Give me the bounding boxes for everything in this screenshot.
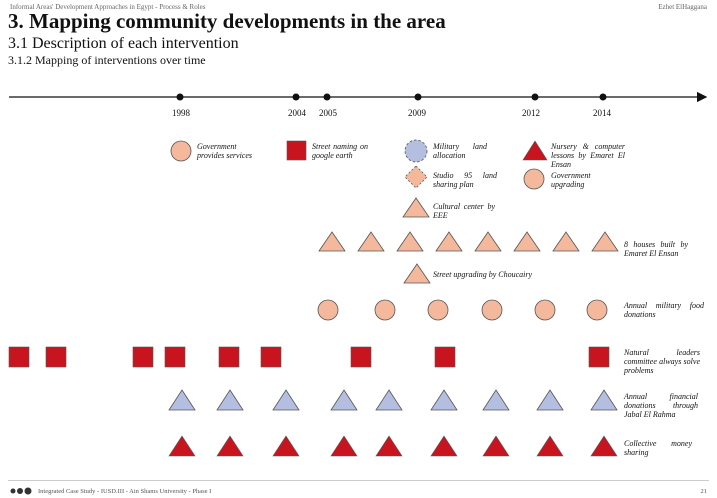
section-subtitle: 3.1 Description of each intervention: [8, 35, 239, 52]
year-label-2009: 2009: [408, 108, 426, 118]
leaders-square: [588, 346, 610, 368]
row-houses: [318, 231, 619, 252]
money-sharing-triangle: [330, 435, 358, 457]
leaders-square: [8, 346, 30, 368]
legend-street-naming-square: [286, 140, 307, 161]
year-dot-2009: [414, 93, 422, 101]
financial-triangle: [272, 389, 300, 411]
leaders-square: [132, 346, 154, 368]
money-sharing-triangle: [536, 435, 564, 457]
legend-studio95-diamond: [404, 165, 428, 189]
year-label-2004: 2004: [288, 108, 306, 118]
header-area-name: Ezhet ElHaggana: [658, 3, 707, 11]
legend-nursery-triangle: [522, 140, 548, 161]
legend-street-naming-label: Street naming on google earth: [312, 142, 368, 160]
footer-logo-dot: [10, 488, 16, 494]
food-donation-circle: [481, 299, 503, 321]
header-document-title: Informal Areas' Development Approaches i…: [10, 3, 206, 11]
leaders-square: [260, 346, 282, 368]
money-sharing-triangle: [216, 435, 244, 457]
financial-triangle: [430, 389, 458, 411]
year-label-2005: 2005: [319, 108, 337, 118]
footer-logo-dot: [24, 487, 32, 495]
year-dot-2004: [292, 93, 300, 101]
row-houses-label: 8 houses built by Emaret El Ensan: [624, 240, 688, 258]
page-title: 3. Mapping community developments in the…: [8, 9, 446, 33]
financial-triangle: [375, 389, 403, 411]
street-upgrading-triangle: [403, 263, 431, 284]
page-number: 21: [700, 488, 708, 495]
legend-gov-services-circle: [170, 140, 192, 162]
leaders-square: [45, 346, 67, 368]
legend-gov-upgrading-circle: [523, 168, 545, 190]
footer-divider: [8, 480, 709, 481]
year-dot-2005: [323, 93, 331, 101]
financial-triangle: [168, 389, 196, 411]
leaders-square: [218, 346, 240, 368]
houses-triangle: [435, 231, 463, 252]
food-donation-circle: [427, 299, 449, 321]
legend-gov-services-label: Government provides services: [197, 142, 253, 160]
row-military-food-label: Annual military food donations: [624, 301, 704, 319]
year-label-2014: 2014: [593, 108, 611, 118]
row-military-food: [317, 299, 608, 321]
food-donation-circle: [374, 299, 396, 321]
houses-triangle: [552, 231, 580, 252]
year-dot-2012: [531, 93, 539, 101]
houses-triangle: [591, 231, 619, 252]
year-label-2012: 2012: [522, 108, 540, 118]
year-dot-1998: [176, 93, 184, 101]
year-label-1998: 1998: [172, 108, 190, 118]
subsection-title: 3.1.2 Mapping of interventions over time: [8, 53, 206, 67]
legend-military-allocation-circle: [404, 139, 428, 163]
food-donation-circle: [317, 299, 339, 321]
money-sharing-triangle: [590, 435, 618, 457]
leaders-square: [164, 346, 186, 368]
leaders-square: [350, 346, 372, 368]
row-street-upgrading-label: Street upgrading by Choucairy: [433, 270, 533, 279]
footer-text: Integrated Case Study - IUSD.III - Ain S…: [38, 488, 212, 495]
money-sharing-triangle: [272, 435, 300, 457]
financial-triangle: [536, 389, 564, 411]
row-financial-donations: [168, 389, 618, 411]
legend-nursery-label: Nursery & computer lessons by Emaret El …: [551, 142, 625, 169]
legend-cultural-label: Cultural center by EEE: [433, 202, 495, 220]
houses-triangle: [357, 231, 385, 252]
houses-triangle: [396, 231, 424, 252]
year-dot-2014: [599, 93, 607, 101]
financial-triangle: [482, 389, 510, 411]
money-sharing-triangle: [168, 435, 196, 457]
row-money-sharing: [168, 435, 618, 457]
money-sharing-triangle: [482, 435, 510, 457]
money-sharing-triangle: [375, 435, 403, 457]
legend-gov-upgrading-label: Government upgrading: [551, 171, 591, 189]
food-donation-circle: [586, 299, 608, 321]
houses-triangle: [513, 231, 541, 252]
row-money-sharing-label: Collective money sharing: [624, 439, 692, 457]
financial-triangle: [330, 389, 358, 411]
row-natural-leaders: [8, 346, 610, 368]
leaders-square: [434, 346, 456, 368]
houses-triangle: [474, 231, 502, 252]
financial-triangle: [216, 389, 244, 411]
legend-studio95-label: Studio 95 land sharing plan: [433, 171, 497, 189]
financial-triangle: [590, 389, 618, 411]
food-donation-circle: [534, 299, 556, 321]
money-sharing-triangle: [430, 435, 458, 457]
legend-military-allocation-label: Military land allocation: [433, 142, 487, 160]
legend-cultural-triangle: [402, 197, 430, 218]
footer-logo-dot: [17, 488, 23, 494]
row-financial-label: Annual financial donations through Jabal…: [624, 392, 698, 419]
houses-triangle: [318, 231, 346, 252]
row-natural-leaders-label: Natural leaders committee always solve p…: [624, 348, 700, 375]
